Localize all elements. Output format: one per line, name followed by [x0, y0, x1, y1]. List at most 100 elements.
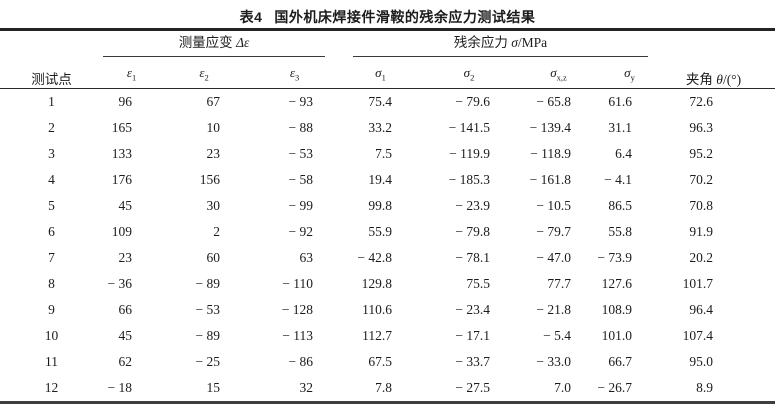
value-cell: 70.8	[689, 198, 713, 213]
value-cell: − 88	[288, 120, 314, 135]
stress-group-symbol: σ	[511, 35, 518, 50]
value-cell: 45	[118, 328, 133, 343]
value-cell: − 36	[107, 276, 133, 291]
table-header: 测试点 测量应变 Δε 残余应力 σ/MPa 夹角 θ/(°)	[0, 29, 775, 89]
value-cell: 2	[213, 224, 220, 239]
table-row: 6 109 2 − 92 55.9 − 79.8 − 79.7 55.8 91.9	[0, 219, 775, 245]
value-cell: − 27.5	[455, 380, 490, 395]
value-cell: − 93	[288, 94, 314, 109]
value-cell: − 161.8	[529, 172, 571, 187]
value-cell: − 47.0	[536, 250, 571, 265]
value-cell: 165	[111, 120, 132, 135]
column-group-strain: 测量应变 Δε	[95, 30, 333, 57]
column-header-ε1: ε1	[95, 57, 152, 89]
value-cell: 91.9	[689, 224, 713, 239]
column-header-σy: σy	[591, 57, 652, 89]
value-cell: 67	[206, 94, 221, 109]
table-row: 8 − 36 − 89 − 110 129.8 75.5 77.7 127.6 101.7	[0, 271, 775, 297]
value-cell: − 53	[195, 302, 221, 317]
value-cell: 133	[111, 146, 132, 161]
test-point-cell: 4	[48, 172, 55, 187]
value-cell: − 58	[288, 172, 314, 187]
value-cell: − 33.7	[455, 354, 490, 369]
table-title: 表4 国外机床焊接件滑鞍的残余应力测试结果	[0, 0, 775, 28]
value-cell: 60	[206, 250, 221, 265]
value-cell: 10	[206, 120, 221, 135]
value-cell: − 110	[282, 276, 313, 291]
test-point-cell: 7	[48, 250, 55, 265]
value-cell: 95.0	[689, 354, 713, 369]
value-cell: 33.2	[368, 120, 392, 135]
value-cell: − 23.4	[455, 302, 490, 317]
value-cell: − 78.1	[455, 250, 490, 265]
value-cell: − 17.1	[455, 328, 490, 343]
value-cell: − 119.9	[449, 146, 490, 161]
value-cell: − 18	[107, 380, 133, 395]
strain-group-label: 测量应变 Δε	[103, 31, 325, 57]
value-cell: − 141.5	[448, 120, 490, 135]
strain-group-text: 测量应变	[178, 35, 233, 50]
value-cell: 96.4	[689, 302, 713, 317]
value-cell: 31.1	[608, 120, 632, 135]
table-row: 4 176 156 − 58 19.4 − 185.3 − 161.8 − 4.1 70.2	[0, 167, 775, 193]
value-cell: 70.2	[689, 172, 713, 187]
value-cell: 101.0	[601, 328, 632, 343]
angle-unit: /(°)	[722, 72, 742, 87]
value-cell: 109	[111, 224, 132, 239]
stress-group-label: 残余应力 σ/MPa	[353, 31, 648, 57]
value-cell: 176	[111, 172, 132, 187]
value-cell: 112.7	[362, 328, 392, 343]
table-row: 9 66 − 53 − 128 110.6 − 23.4 − 21.8 108.9 96.4	[0, 297, 775, 323]
value-cell: − 139.4	[529, 120, 571, 135]
value-cell: − 89	[195, 328, 221, 343]
value-cell: − 113	[282, 328, 313, 343]
column-header-test-point: 测试点	[0, 29, 95, 89]
value-cell: 45	[118, 198, 133, 213]
value-cell: − 79.8	[455, 224, 490, 239]
test-point-cell: 1	[48, 94, 55, 109]
value-cell: − 89	[195, 276, 221, 291]
test-point-cell: 8	[48, 276, 55, 291]
column-header-ε3: ε3	[240, 57, 333, 89]
table-row: 12 − 18 15 32 7.8 − 27.5 7.0 − 26.7 8.9	[0, 375, 775, 403]
value-cell: − 53	[288, 146, 314, 161]
table-row: 1 96 67 − 93 75.4 − 79.6 − 65.8 61.6 72.6	[0, 89, 775, 116]
table-row: 10 45 − 89 − 113 112.7 − 17.1 − 5.4 101.0 107.4	[0, 323, 775, 349]
value-cell: 30	[206, 198, 221, 213]
value-cell: 7.5	[375, 146, 392, 161]
value-cell: − 79.7	[536, 224, 571, 239]
value-cell: 19.4	[368, 172, 392, 187]
value-cell: 108.9	[601, 302, 632, 317]
value-cell: − 4.1	[604, 172, 632, 187]
test-point-cell: 12	[44, 380, 59, 395]
stress-group-text: 残余应力	[453, 35, 508, 50]
value-cell: − 21.8	[536, 302, 571, 317]
value-cell: 32	[299, 380, 314, 395]
value-cell: 110.6	[362, 302, 392, 317]
value-cell: 107.4	[682, 328, 713, 343]
stress-group-unit: /MPa	[517, 35, 548, 50]
value-cell: − 5.4	[543, 328, 571, 343]
table-row: 5 45 30 − 99 99.8 − 23.9 − 10.5 86.5 70.8	[0, 193, 775, 219]
value-cell: 67.5	[368, 354, 392, 369]
value-cell: 7.8	[375, 380, 392, 395]
table-row: 2 165 10 − 88 33.2 − 141.5 − 139.4 31.1 96.3	[0, 115, 775, 141]
value-cell: 66	[118, 302, 133, 317]
angle-label-text: 夹角	[685, 72, 713, 87]
value-cell: 129.8	[361, 276, 392, 291]
value-cell: 6.4	[615, 146, 632, 161]
column-group-stress: 残余应力 σ/MPa	[333, 30, 652, 57]
value-cell: − 26.7	[597, 380, 632, 395]
value-cell: − 86	[288, 354, 314, 369]
value-cell: − 128	[281, 302, 313, 317]
header-group-row: 测试点 测量应变 Δε 残余应力 σ/MPa 夹角 θ/(°)	[0, 29, 775, 89]
value-cell: 7.0	[554, 380, 571, 395]
value-cell: − 185.3	[448, 172, 490, 187]
test-point-cell: 5	[48, 198, 55, 213]
value-cell: − 65.8	[536, 94, 571, 109]
value-cell: 63	[299, 250, 314, 265]
strain-group-symbol: Δε	[236, 35, 250, 50]
value-cell: 127.6	[601, 276, 632, 291]
test-point-cell: 11	[45, 354, 58, 369]
